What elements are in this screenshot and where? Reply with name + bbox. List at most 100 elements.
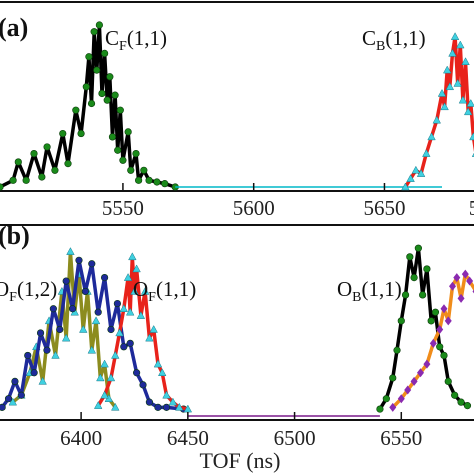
plot-frame [0,224,474,421]
data-point [417,368,425,378]
data-point [397,317,405,325]
data-point [103,96,111,104]
data-point [162,390,171,399]
data-point [427,317,435,325]
data-point [463,402,472,410]
data-point [95,21,103,29]
data-point [376,405,384,413]
data-point [87,345,97,354]
data-point [93,66,101,74]
data-point [114,146,122,154]
data-point [404,385,412,395]
data-point [85,53,93,61]
data-point [440,102,449,111]
data-point [149,324,158,333]
data-point [444,316,452,326]
data-point [77,129,85,138]
peak-annotation: OF(1,2) [0,277,57,305]
data-point [30,369,38,377]
data-point [440,304,448,314]
data-point [431,308,440,316]
series-line [11,249,117,409]
data-point [414,244,422,252]
data-point [119,304,129,312]
data-point [382,395,390,403]
data-point [113,299,121,308]
data-point [61,333,71,342]
data-point [11,377,19,386]
data-point [461,57,470,65]
data-point [469,132,474,141]
data-point [66,247,75,255]
series-line [391,272,474,409]
data-point [30,150,38,158]
data-point [153,359,163,368]
series-line [403,34,474,188]
panel-label: (b) [0,221,30,250]
data-point [133,369,141,377]
data-point [427,132,436,141]
data-point [401,291,410,299]
x-tick-label: 6500 [274,426,316,450]
data-point [168,397,178,406]
data-point [128,252,137,261]
data-point [437,88,447,97]
data-point [423,265,431,273]
data-point [410,376,418,386]
data-point [393,346,401,354]
peak-annotation: CF(1,1) [105,26,167,54]
data-point [62,277,70,285]
data-point [136,311,146,319]
data-point [91,316,101,325]
panel-a: 5550 5600 5650 5 (a) CF(1,1) CB(1,1) [0,1,474,220]
data-point [88,260,96,268]
x-tick-label: 6450 [167,426,209,450]
data-point [389,374,397,382]
data-point [98,89,106,98]
data-point [0,183,4,191]
data-point [59,129,67,138]
data-point [0,403,6,411]
data-point [107,325,115,334]
data-point [36,329,45,337]
data-point [43,346,51,354]
data-point [458,95,468,104]
data-point [423,359,431,369]
data-point [72,106,80,114]
data-point [94,308,102,316]
data-point [406,174,415,182]
data-point [96,373,105,382]
data-point [443,65,452,74]
data-point [75,256,83,264]
data-point [450,32,460,40]
data-point [444,377,452,386]
data-point [43,143,51,151]
data-point [87,99,96,108]
x-tick-label: 5550 [102,196,144,220]
data-point [108,133,117,141]
data-point [51,350,60,359]
data-point [17,391,25,399]
data-point [38,376,47,385]
peak-annotation: OB(1,1) [337,277,402,305]
data-point [429,338,437,348]
data-point [68,305,77,313]
x-tick-label: 6400 [60,426,102,450]
data-point [411,165,421,174]
data-point [440,351,448,360]
data-point [49,305,57,313]
data-point [93,401,103,409]
data-point [106,73,114,81]
data-point [145,176,153,184]
data-point [154,403,162,411]
data-point [123,273,133,281]
data-point [158,368,167,376]
data-point [436,343,444,351]
data-point [175,402,184,411]
data-point [111,91,119,99]
data-point [162,403,171,411]
data-point [466,276,474,286]
data-point [132,150,140,158]
data-point [127,166,135,174]
data-point [14,158,22,166]
